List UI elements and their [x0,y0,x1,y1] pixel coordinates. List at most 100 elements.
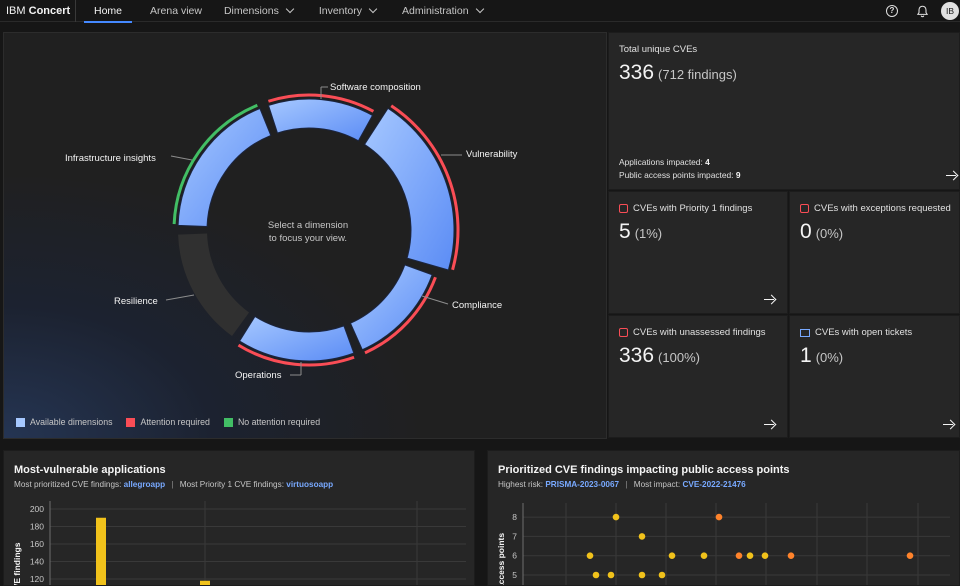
y-tick-label: 140 [30,557,44,567]
kpi-number: 1 [800,344,812,367]
panel-subtitle: Highest risk: PRISMA-2023-0067 | Most im… [498,480,746,489]
chevron-down-icon [368,4,378,14]
y-tick-label: 120 [30,574,44,584]
kpi-total-unique-cves[interactable]: Total unique CVEs 336 (712 findings) Appl… [608,32,960,190]
tab-administration[interactable]: Administration [392,0,493,22]
arrow-right-icon[interactable] [764,294,776,304]
tab-home[interactable]: Home [84,0,133,23]
y-tick-label: 160 [30,539,44,549]
apps-bar-chart: 120 140 160 180 200 CVE findings [12,501,466,586]
scatter-point [612,513,620,521]
separator: | [625,480,628,489]
y-tick-label: 5 [512,570,517,580]
chevron-down-icon [285,4,295,14]
y-axis-title: access points [496,533,506,586]
bar [200,580,210,585]
cve-link-cve-2022-21476[interactable]: CVE-2022-21476 [682,480,746,489]
scatter-point [668,552,676,559]
kpi-title: CVEs with Priority 1 findings [619,203,752,214]
ticket-icon [800,328,810,337]
dimension-label-resilience[interactable]: Resilience [114,296,158,307]
brand-prefix: IBM [6,4,26,17]
app-link-allegroapp[interactable]: allegroapp [123,480,166,489]
y-tick-label: 200 [30,504,44,514]
tab-label: Home [94,4,123,17]
cve-link-prisma-2023-0067[interactable]: PRISMA-2023-0067 [545,480,620,489]
kpi-value: 1 (0%) [800,344,843,368]
donut-segment-operations [238,315,355,362]
kpi-subvalue: (1%) [634,226,663,241]
help-button[interactable]: ? [877,0,907,22]
legend-item: Available dimensions [16,417,112,427]
chevron-down-icon [475,4,484,14]
legend-label: No attention required [237,417,321,427]
kpi-unassessed-cves[interactable]: CVEs with unassessed findings 336 (100%) [608,315,788,438]
sub-label: Highest risk: [498,480,544,489]
arrow-right-icon[interactable] [946,170,958,180]
scatter-point [586,552,594,559]
donut-status-arc-operations [237,343,355,367]
leader-line [421,295,449,305]
tab-label: Inventory [318,4,363,17]
donut-segment-infrastructure-insights [177,107,272,227]
panel-title: Prioritized CVE findings impacting publi… [498,464,790,476]
dimension-label-vulnerability[interactable]: Vulnerability [466,149,518,160]
brand-logo[interactable]: IBM Concert [0,0,76,22]
kpi-title-text: CVEs with open tickets [815,327,913,338]
kpi-title-text: CVEs with unassessed findings [633,327,766,338]
app-link-virtuosoapp[interactable]: virtuosoapp [286,480,334,489]
kpi-details: Applications impacted: 4 Public access p… [619,156,741,181]
y-tick-label: 8 [512,512,517,522]
kpi-title: CVEs with unassessed findings [619,327,766,338]
legend-item: No attention required [223,417,321,427]
kpi-open-tickets-cves[interactable]: CVEs with open tickets 1 (0%) [789,315,960,438]
detail-value: 9 [735,169,741,180]
tab-inventory[interactable]: Inventory [309,0,386,22]
dimension-label-operations[interactable]: Operations [235,370,282,381]
sub-label: Most Priority 1 CVE findings: [179,480,284,489]
donut-legend: Available dimensions Attention required … [16,417,320,427]
scatter-point [638,571,646,579]
arrow-right-icon[interactable] [943,419,955,429]
scatter-point [715,513,723,521]
kpi-priority1-cves[interactable]: CVEs with Priority 1 findings 5 (1%) [608,191,788,314]
y-axis-title: CVE findings [12,542,22,586]
detail-label: Public access points impacted: [619,169,734,180]
kpi-title: Total unique CVEs [619,44,698,55]
legend-item: Attention required [126,417,210,427]
donut-status-arc-compliance [364,276,437,355]
tab-arena-view[interactable]: Arena view [140,0,212,22]
notifications-button[interactable] [907,0,937,22]
dimension-label-software-composition[interactable]: Software composition [330,82,421,93]
separator: | [171,480,174,489]
kpi-number: 0 [800,220,812,243]
dimension-label-infrastructure-insights[interactable]: Infrastructure insights [65,153,156,164]
public-access-points-panel: Prioritized CVE findings impacting publi… [487,450,960,586]
scatter-point [592,571,600,579]
help-icon: ? [886,5,898,17]
donut-segment-compliance [349,264,433,351]
tab-dimensions[interactable]: Dimensions [214,0,303,22]
leader-line [170,155,193,161]
arrow-right-icon[interactable] [764,419,776,429]
bar [96,517,106,585]
kpi-subvalue: (0%) [815,226,844,241]
y-tick-label: 7 [512,531,517,541]
avatar[interactable]: IB [941,2,959,20]
scatter-point [906,552,914,559]
dimension-label-compliance[interactable]: Compliance [452,300,503,311]
dimensions-donut-panel: Select a dimension to focus your view. S… [3,32,607,439]
kpi-title-text: CVEs with Priority 1 findings [633,203,753,214]
legend-swatch [16,417,25,427]
donut-segment-software-composition [267,98,374,142]
notification-icon [916,5,928,17]
dimensions-donut-chart [165,86,462,376]
detail-value: 4 [705,157,710,167]
top-nav: IBM Concert Home Arena view Dimensions I… [0,0,960,23]
kpi-subvalue: (100%) [658,350,700,365]
kpi-value: 5 (1%) [619,220,662,244]
leader-line [165,294,195,301]
access-points-scatter-chart: 5 6 7 8 access points [496,503,950,586]
kpi-detail-apps: Applications impacted: 4 [619,156,741,169]
kpi-exceptions-cves[interactable]: CVEs with exceptions requested 0 (0%) [789,191,960,314]
